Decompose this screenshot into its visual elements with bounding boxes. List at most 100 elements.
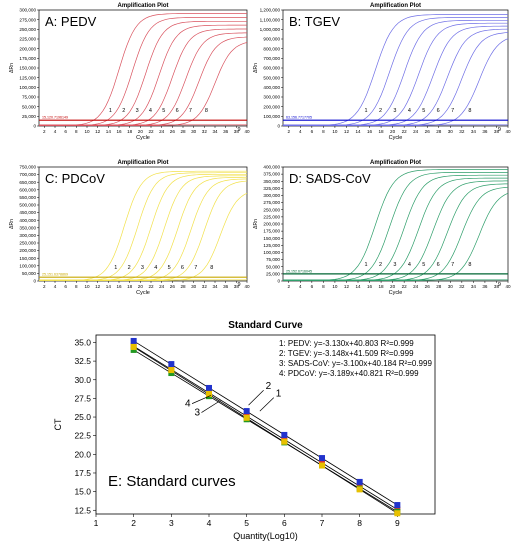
curve-label: 1: [109, 108, 112, 114]
y-tick-label: 250,000: [19, 27, 36, 32]
x-tick-label: 3: [169, 518, 174, 528]
x-tick-label: 16: [116, 129, 122, 134]
x-tick-label: 26: [425, 284, 431, 289]
x-tick-label: 2: [287, 129, 290, 134]
panel-label: C: PDCoV: [45, 171, 105, 186]
y-tick-label: 0: [33, 124, 36, 129]
x-tick-label: 30: [448, 284, 454, 289]
regression-line-4: [133, 346, 398, 514]
y-tick-label: 400,000: [19, 218, 36, 223]
curve-label: 8: [210, 265, 213, 271]
y-tick-label: 200,000: [19, 46, 36, 51]
curve-label: 7: [451, 262, 454, 268]
amp-plot-frame: [38, 9, 248, 127]
x-tick-label: 16: [367, 284, 373, 289]
y-tick-label: 50,000: [266, 264, 280, 269]
curve-label: 6: [181, 265, 184, 271]
curve-label: 2: [122, 108, 125, 114]
y-tick-label: 0: [277, 124, 280, 129]
x-tick-label: 9: [395, 518, 400, 528]
x-tick-label: 26: [425, 129, 431, 134]
x-tick-label: 4: [54, 284, 57, 289]
data-point-series-2: [206, 384, 212, 391]
legend-entry: 4: PDCoV: y=-3.189x+40.821 R²=0.999: [279, 369, 419, 378]
x-axis-label: Cycle: [389, 290, 403, 296]
y-tick-label: 300,000: [19, 233, 36, 238]
x-tick-label: 22: [402, 284, 408, 289]
curve-label: 3: [136, 108, 139, 114]
y-tick-label: 1,200,000: [260, 8, 281, 13]
x-tick-label: 4: [299, 284, 302, 289]
y-tick-label: 275,000: [263, 200, 280, 205]
curve-label: 2: [128, 265, 131, 271]
curve-label: 3: [393, 108, 396, 114]
data-point-series-2: [394, 502, 401, 509]
y-tick-label: 27.5: [74, 393, 91, 403]
amp-plot-d: Amplification Plot 0 25,000 50,000 75,000 100…: [253, 160, 511, 296]
x-tick-label: 16: [367, 129, 373, 134]
y-tick-label: 350,000: [263, 179, 280, 184]
x-tick-label: 2: [131, 518, 136, 528]
y-tick-label: 650,000: [19, 180, 36, 185]
line-label: 4: [185, 399, 191, 410]
y-tick-label: 200,000: [19, 248, 36, 253]
x-tick-label: 36: [223, 129, 229, 134]
y-tick-label: 700,000: [19, 172, 36, 177]
y-tick-label: 350,000: [19, 225, 36, 230]
y-tick-label: 15.0: [74, 487, 91, 497]
data-point-series-4: [168, 367, 175, 374]
amplification-curve: [39, 42, 248, 127]
y-axis-label: ΔRn: [9, 219, 15, 229]
curve-label: 9: [498, 127, 501, 133]
y-tick-label: 275,000: [19, 17, 36, 22]
y-tick-label: 450,000: [19, 210, 36, 215]
regression-line-1: [133, 345, 398, 510]
x-tick-label: 22: [148, 129, 154, 134]
data-point-series-2: [356, 478, 363, 485]
x-tick-label: 2: [43, 284, 46, 289]
x-tick-label: 24: [159, 129, 165, 134]
panel-label: D: SADS-CoV: [289, 171, 371, 186]
x-tick-label: 6: [311, 284, 314, 289]
x-tick-label: 30: [448, 129, 454, 134]
x-tick-label: 20: [390, 284, 396, 289]
y-tick-label: 800,000: [263, 46, 280, 51]
y-tick-label: 175,000: [19, 56, 36, 61]
x-tick-label: 18: [127, 284, 133, 289]
x-tick-label: 34: [471, 284, 477, 289]
threshold-label: 15,120.7196149: [42, 116, 68, 120]
y-tick-label: 225,000: [19, 37, 36, 42]
x-tick-label: 32: [459, 129, 465, 134]
x-tick-label: 32: [459, 284, 465, 289]
x-tick-label: 14: [355, 284, 361, 289]
y-tick-label: 22.5: [74, 431, 91, 441]
x-tick-label: 8: [322, 129, 325, 134]
y-tick-label: 400,000: [263, 85, 280, 90]
curve-label: 1: [365, 108, 368, 114]
y-tick-label: 200,000: [263, 104, 280, 109]
threshold-label: 25,151.6378869: [42, 273, 68, 277]
y-tick-label: 1,000,000: [260, 27, 281, 32]
data-point-series-2: [168, 361, 175, 368]
x-tick-label: 20: [390, 129, 396, 134]
amp-plot-c: Amplification Plot 0 50,000 100,000 150,000 2…: [9, 160, 250, 296]
x-tick-label: 5: [244, 518, 249, 528]
y-tick-label: 50,000: [22, 104, 36, 109]
curve-label: 7: [451, 108, 454, 114]
x-tick-label: 6: [64, 129, 67, 134]
curve-label: 3: [393, 262, 396, 268]
x-tick-label: 4: [54, 129, 57, 134]
chart-title: Standard Curve: [228, 320, 303, 331]
x-tick-label: 26: [170, 129, 176, 134]
x-tick-label: 10: [84, 284, 90, 289]
curve-label: 9: [237, 127, 240, 133]
x-tick-label: 40: [505, 284, 511, 289]
legend-entry: 2: TGEV: y=-3.148x+41.509 R²=0.999: [279, 349, 414, 358]
data-point-series-4: [206, 390, 212, 397]
regression-line-2: [133, 340, 398, 506]
y-tick-label: 100,000: [263, 114, 280, 119]
y-tick-label: 25,000: [22, 114, 36, 119]
curve-label: 6: [437, 262, 440, 268]
line-label-pointer: [259, 397, 275, 412]
curve-label: 3: [141, 265, 144, 271]
